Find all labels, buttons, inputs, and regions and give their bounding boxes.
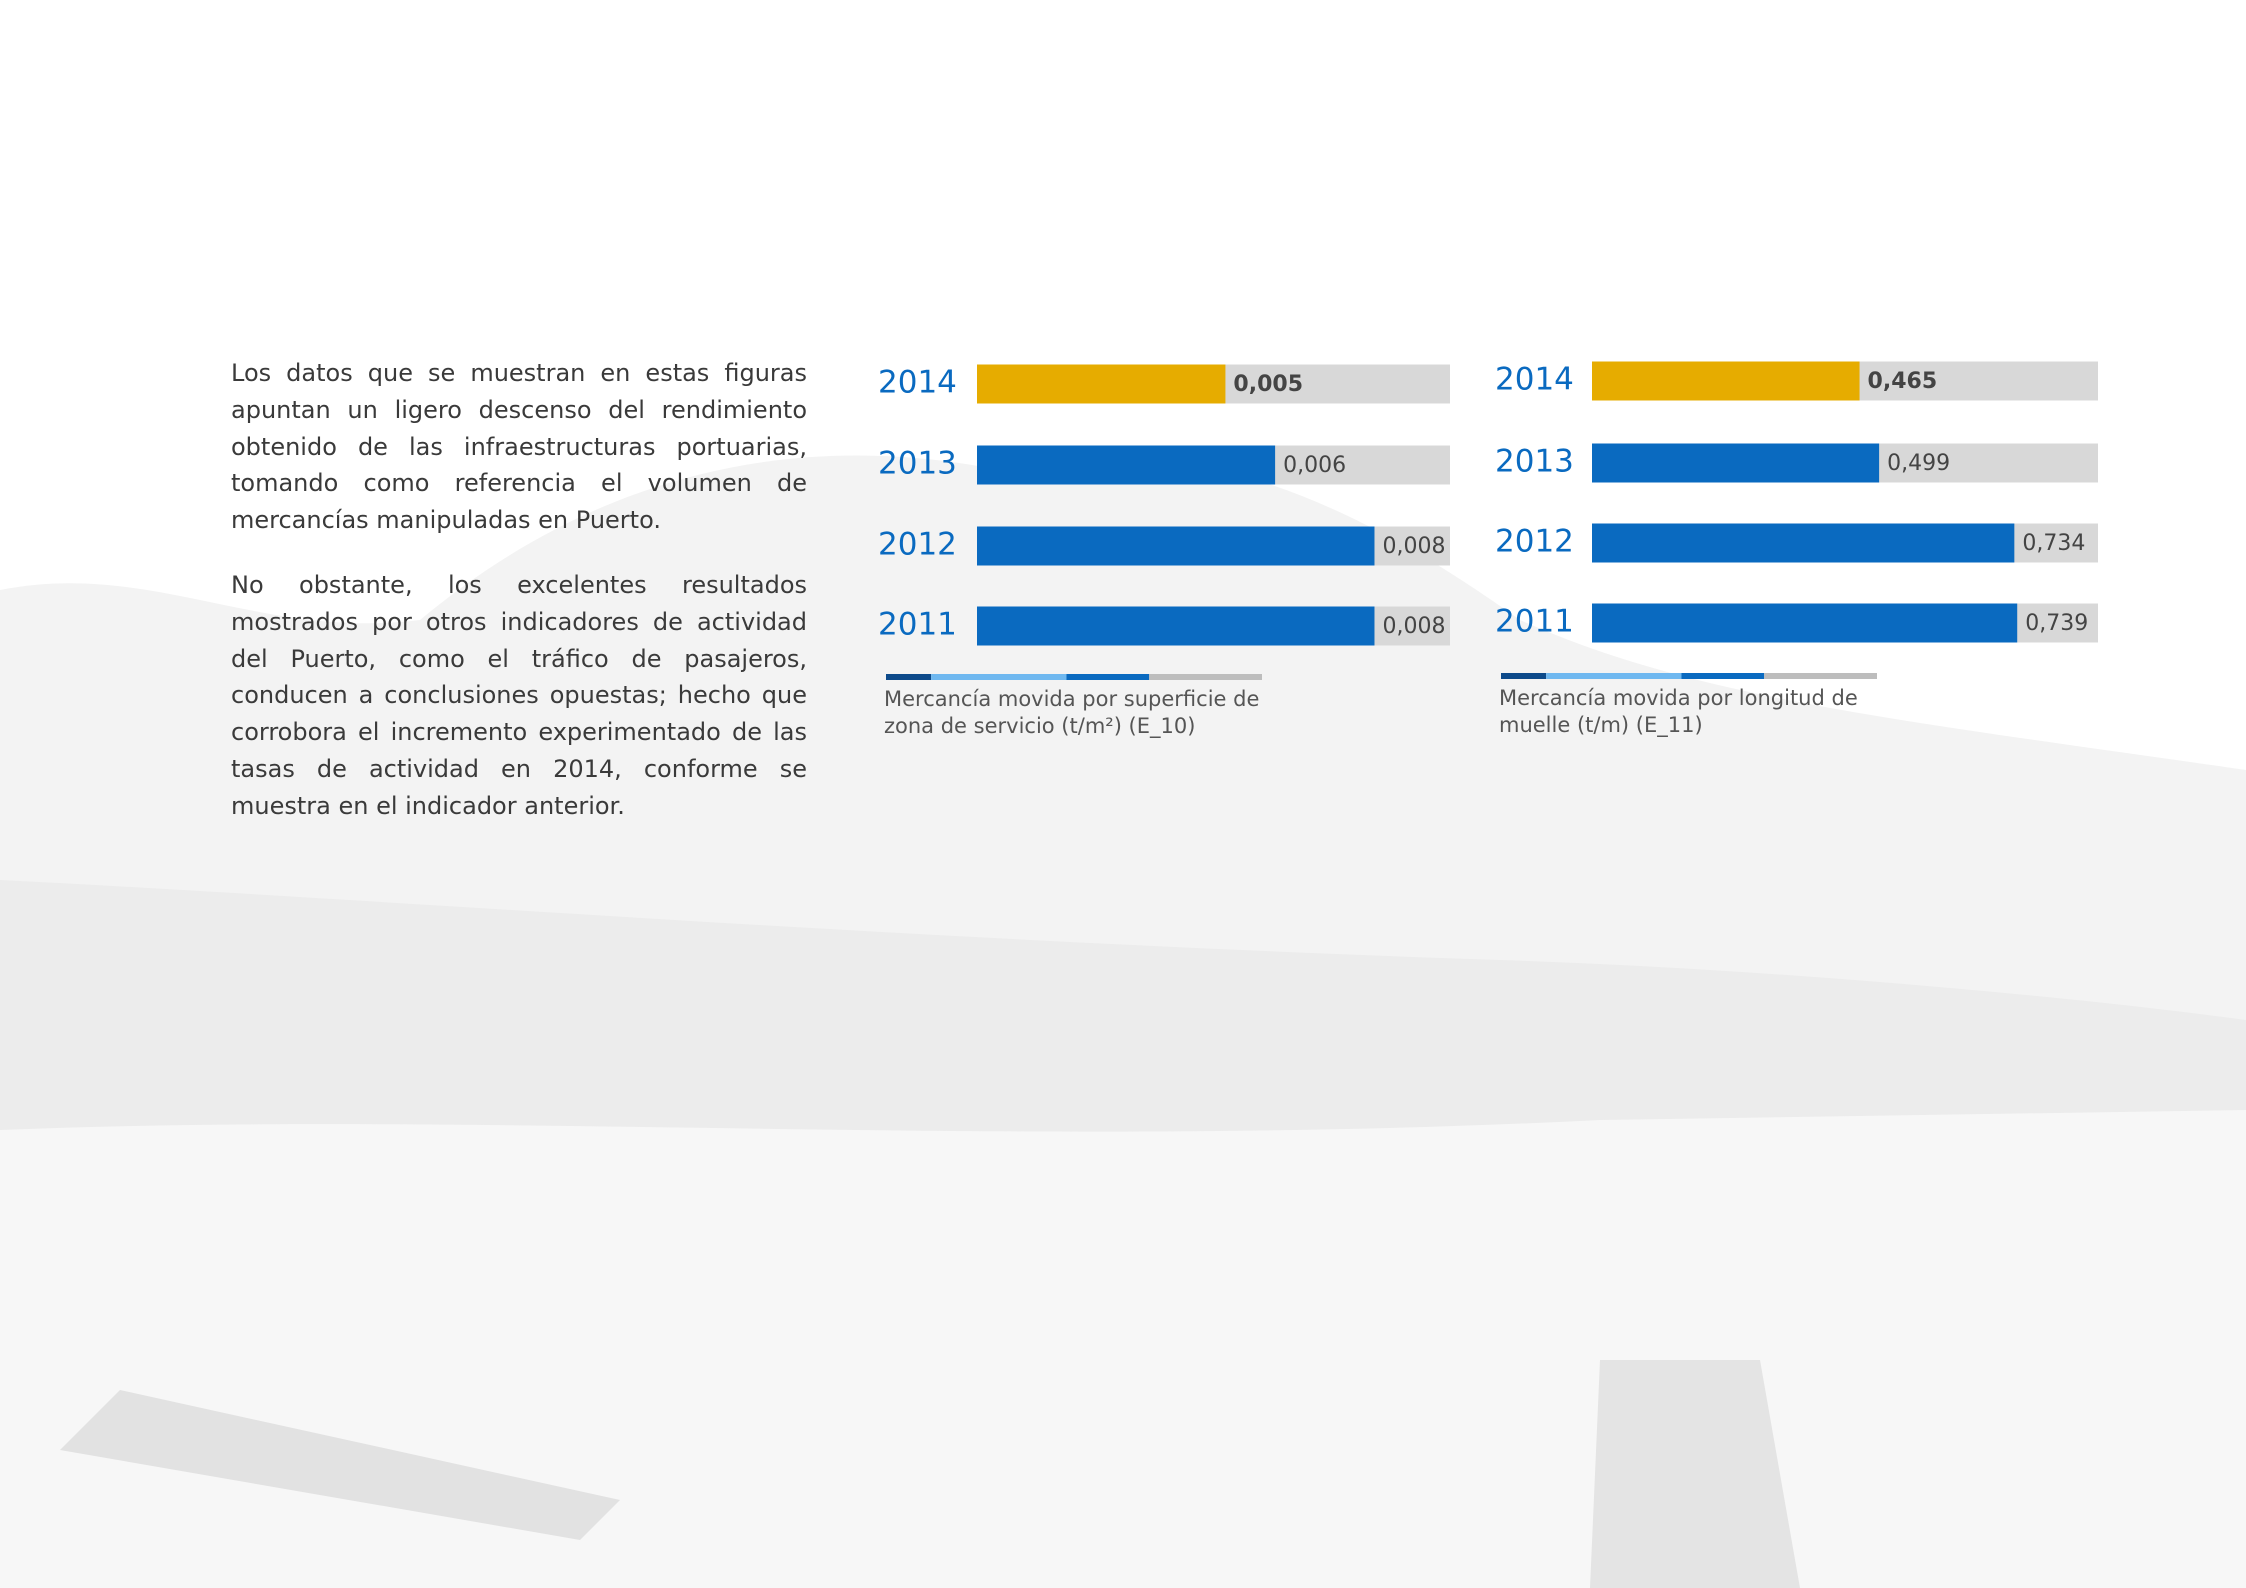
chart-caption: Mercancía movida por superficie de zona … <box>884 686 1284 740</box>
bar <box>1592 362 1860 401</box>
category-label: 2012 <box>1495 524 1574 560</box>
category-label: 2013 <box>1495 444 1574 480</box>
category-label: 2014 <box>1495 362 1574 398</box>
category-label: 2011 <box>1495 604 1574 640</box>
bar <box>1592 604 2017 643</box>
value-label: 0,499 <box>1887 451 1950 476</box>
bar <box>1592 444 1879 483</box>
page: Los datos que se muestran en estas figur… <box>0 0 2246 1588</box>
decor-line <box>1681 673 1764 679</box>
value-label: 0,734 <box>2022 531 2085 556</box>
decor-line <box>1501 673 1546 679</box>
decor-line <box>1546 673 1681 679</box>
value-label: 0,739 <box>2025 611 2088 636</box>
decor-line <box>1764 673 1877 679</box>
bar <box>1592 524 2014 563</box>
bar-chart: 2014 0,465 2013 0,499 2012 0,734 2011 0,739 <box>0 0 2246 760</box>
chart-caption: Mercancía movida por longitud de muelle … <box>1499 685 1899 739</box>
value-label: 0,465 <box>1868 369 1938 394</box>
